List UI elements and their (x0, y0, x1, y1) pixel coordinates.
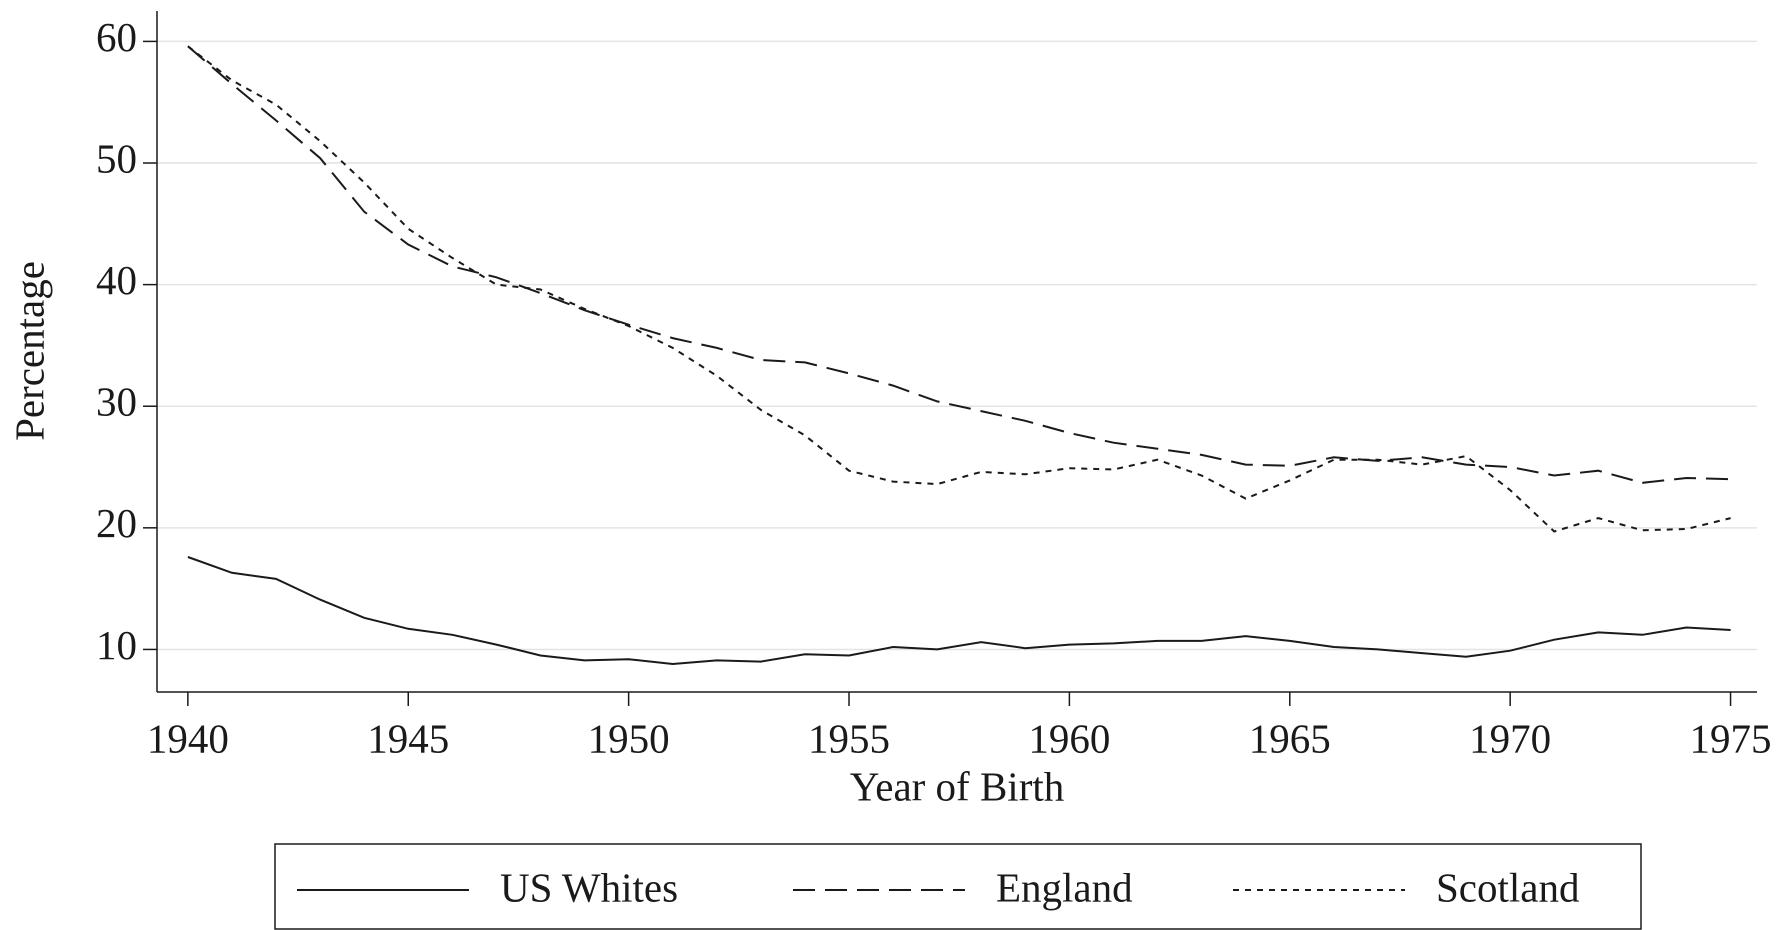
y-tick-label: 60 (96, 14, 137, 60)
y-tick-label: 10 (96, 622, 137, 668)
x-axis-title: Year of Birth (850, 763, 1065, 809)
x-tick-label: 1970 (1469, 715, 1551, 761)
x-tick-label: 1975 (1690, 715, 1772, 761)
y-tick-label: 40 (96, 257, 137, 303)
x-tick-label: 1955 (808, 715, 890, 761)
series-line (187, 45, 1731, 533)
series-line (187, 45, 1731, 484)
y-tick-label: 30 (96, 379, 137, 425)
legend-label: Scotland (1436, 864, 1579, 910)
legend-label: England (996, 864, 1133, 910)
y-axis-title: Percentage (6, 261, 52, 441)
y-tick-label: 20 (96, 500, 137, 546)
x-tick-label: 1965 (1249, 715, 1331, 761)
legend-label: US Whites (500, 864, 678, 910)
x-tick-label: 1945 (367, 715, 449, 761)
legend-box (274, 843, 1642, 930)
x-tick-label: 1940 (147, 715, 229, 761)
x-tick-label: 1950 (588, 715, 670, 761)
y-tick-label: 50 (96, 135, 137, 181)
x-tick-label: 1960 (1028, 715, 1110, 761)
series-line (187, 556, 1731, 666)
